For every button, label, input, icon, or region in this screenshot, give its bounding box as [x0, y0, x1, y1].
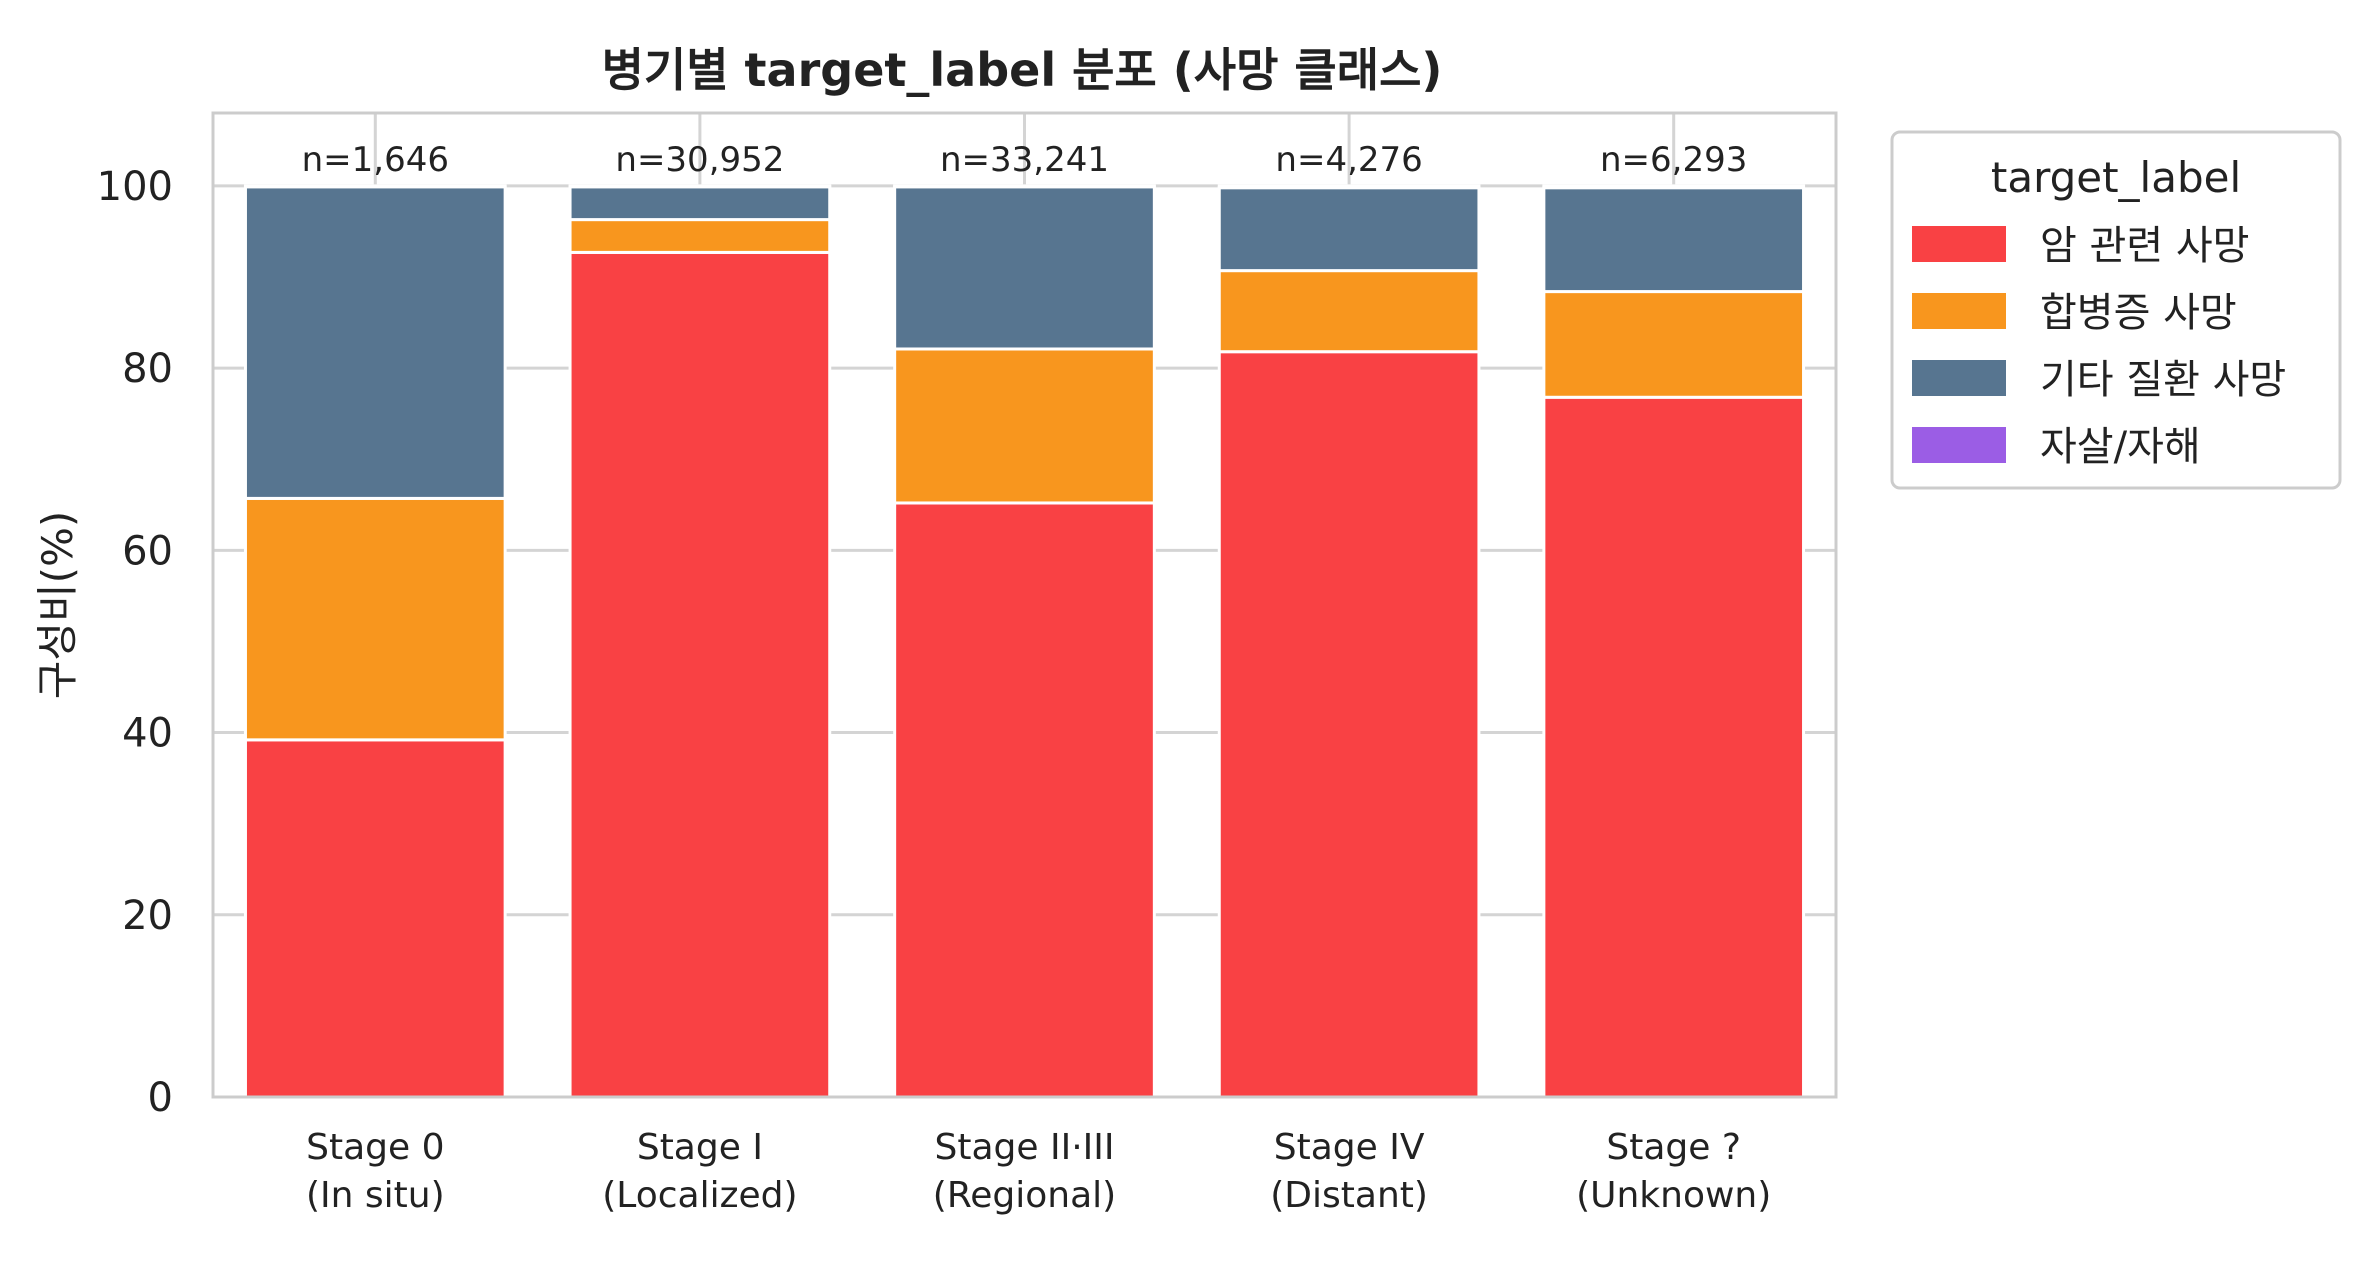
legend-label: 자살/자해	[2040, 424, 2201, 470]
bar-segment	[568, 184, 832, 189]
count-label: n=6,293	[1600, 140, 1747, 180]
bar-segment	[243, 496, 507, 742]
bar-segment	[1542, 184, 1806, 190]
bar-segment	[1217, 350, 1481, 1099]
x-tick-label: Stage ?	[1606, 1127, 1741, 1168]
y-tick-label: 100	[97, 164, 173, 210]
bar-segment	[893, 501, 1156, 1099]
legend-label: 암 관련 사망	[2040, 223, 2249, 269]
x-tick-label: (Unknown)	[1576, 1175, 1771, 1216]
bar-segment	[568, 185, 832, 222]
count-label: n=1,646	[302, 140, 449, 180]
y-tick-label: 20	[122, 893, 173, 939]
bar-segment	[243, 738, 507, 1099]
plot-frame	[211, 111, 1838, 1099]
count-label: n=4,276	[1275, 140, 1422, 180]
bar-segment	[1542, 186, 1806, 294]
bars	[243, 184, 1806, 1099]
y-tick-label: 80	[122, 346, 173, 392]
legend-frame	[1890, 130, 2342, 490]
chart-title: 병기별 target_label 분포 (사망 클래스)	[602, 43, 1443, 97]
x-tick-label: Stage I	[637, 1127, 763, 1168]
bar-segment	[893, 185, 1156, 351]
x-tick-label: Stage 0	[306, 1127, 444, 1168]
x-tick-label: (In situ)	[306, 1175, 445, 1216]
bar-segment	[243, 185, 507, 500]
y-tick-label: 60	[122, 528, 173, 574]
x-tick-label: (Localized)	[602, 1175, 797, 1216]
legend-label: 기타 질환 사망	[2040, 357, 2286, 403]
legend-swatch	[1912, 293, 2006, 329]
x-tick-label: (Regional)	[933, 1175, 1116, 1216]
legend-swatch	[1912, 226, 2006, 262]
bar-segment	[568, 218, 832, 254]
y-tick-label: 0	[148, 1075, 173, 1121]
legend-swatch	[1912, 427, 2006, 463]
bar-segment	[893, 347, 1156, 505]
bar-segment	[1542, 395, 1806, 1099]
y-axis-label: 구성비(%)	[33, 511, 82, 700]
y-tick-label: 40	[122, 711, 173, 757]
bar-segment	[1217, 269, 1481, 354]
bar-segment	[893, 184, 1156, 189]
legend-title: target_label	[1991, 153, 2241, 202]
legend-label: 합병증 사망	[2040, 290, 2237, 336]
bar-segment	[243, 184, 507, 189]
bar-segment	[1217, 186, 1481, 273]
count-labels: n=1,646 n=30,952 n=33,241 n=4,276 n=6,293	[302, 140, 1748, 180]
count-label: n=33,241	[940, 140, 1109, 180]
bar-segment	[568, 250, 832, 1099]
x-tick-label: Stage II·III	[935, 1127, 1115, 1168]
y-ticks: 0 20 40 60 80 100	[97, 164, 173, 1121]
count-label: n=30,952	[615, 140, 784, 180]
bar-segment	[1542, 290, 1806, 399]
bar-segment	[1217, 184, 1481, 190]
x-ticks: Stage 0 (In situ) Stage I (Localized) Stage …	[306, 1127, 1771, 1216]
x-tick-label: Stage IV	[1274, 1127, 1425, 1168]
legend-swatch	[1912, 360, 2006, 396]
x-tick-label: (Distant)	[1270, 1175, 1428, 1216]
